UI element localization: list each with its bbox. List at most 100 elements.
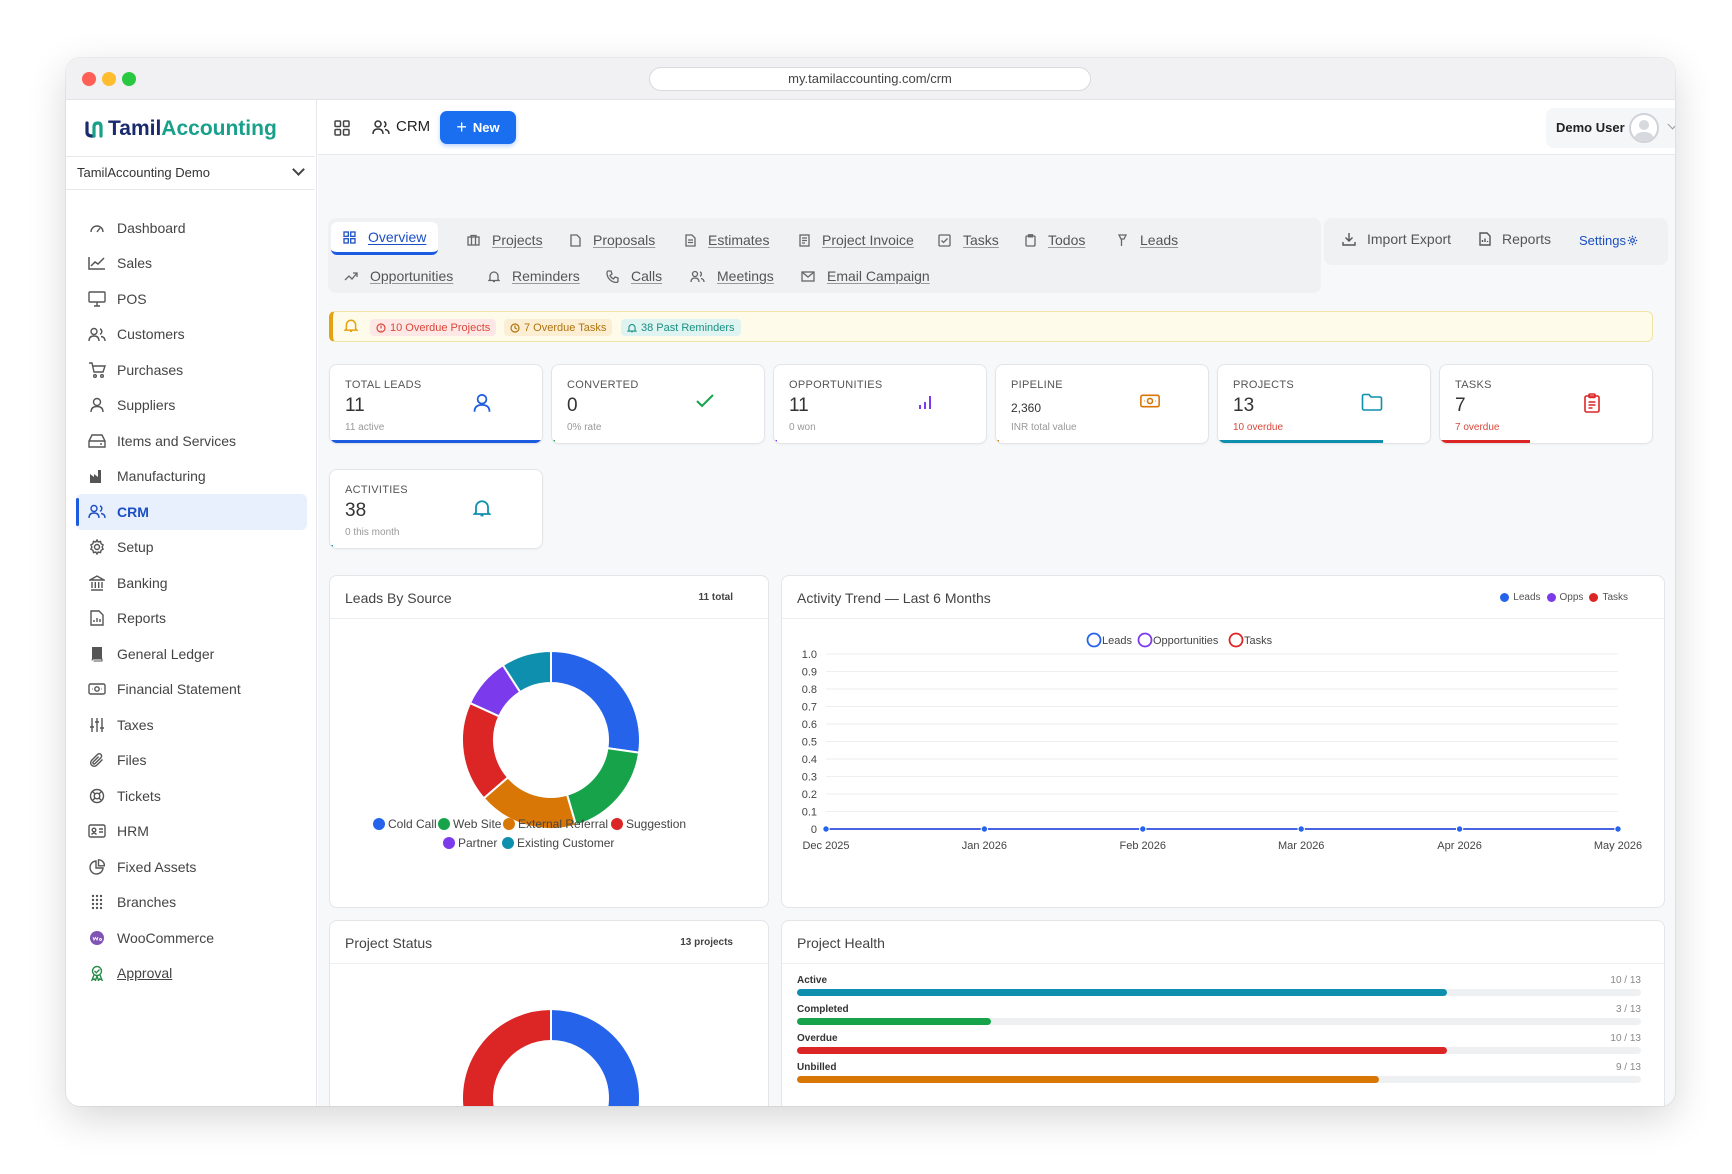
gear-icon [88,538,106,556]
report-icon [88,609,106,627]
stat-value: 11 [345,395,365,417]
sidebar-item-general-ledger[interactable]: General Ledger [76,636,307,672]
legend-item[interactable]: Suggestion [611,817,686,831]
legend-item[interactable]: External Referral [503,817,608,831]
legend-item[interactable]: Partner [443,836,497,850]
clock-icon [510,323,520,333]
sidebar-item-sales[interactable]: Sales [76,246,307,282]
tab-label: Opportunities [370,268,453,284]
sidebar-item-crm[interactable]: CRM [76,494,307,530]
x-tick-label: Feb 2026 [1120,840,1166,852]
chevron-down-icon [1668,120,1675,130]
stat-label: PIPELINE [1011,379,1063,391]
settings-button[interactable]: Settings [1579,233,1638,248]
tab-label: Tasks [963,232,999,248]
sidebar-item-suppliers[interactable]: Suppliers [76,388,307,424]
company-select[interactable]: TamilAccounting Demo [66,156,315,190]
minimize-window-button[interactable] [102,72,116,86]
close-window-button[interactable] [82,72,96,86]
new-button[interactable]: + New [440,111,516,144]
user-menu[interactable]: Demo User [1546,108,1675,148]
sidebar-item-setup[interactable]: Setup [76,530,307,566]
stat-value: 2,360 [1011,401,1041,415]
project-status-slice[interactable] [462,1009,551,1106]
sidebar-item-taxes[interactable]: Taxes [76,707,307,743]
sidebar-item-items-and-services[interactable]: Items and Services [76,423,307,459]
sidebar-item-woocommerce[interactable]: WooCommerce [76,920,307,956]
stat-card-tasks[interactable]: TASKS 7 7 overdue [1439,364,1653,444]
overdue-projects-text: 10 Overdue Projects [390,322,490,334]
address-bar[interactable]: my.tamilaccounting.com/crm [649,67,1091,91]
stat-card-converted[interactable]: CONVERTED 0 0% rate [551,364,765,444]
project-status-slice[interactable] [551,1009,640,1106]
tab-tasks[interactable]: Tasks [938,226,999,254]
legend-label[interactable]: Tasks [1244,635,1273,647]
funnel-icon [1117,234,1128,247]
reports-button[interactable]: Reports [1479,231,1551,247]
overdue-tasks-chip[interactable]: 7 Overdue Tasks [504,319,612,336]
brand-name-part1: Tamil [108,117,161,141]
sidebar-item-branches[interactable]: Branches [76,885,307,921]
sidebar-item-purchases[interactable]: Purchases [76,352,307,388]
stat-card-activities[interactable]: ACTIVITIES 38 0 this month [329,469,543,549]
sidebar-item-fixed-assets[interactable]: Fixed Assets [76,849,307,885]
tab-proposals[interactable]: Proposals [570,226,655,254]
health-label: Unbilled [797,1062,836,1073]
stat-card-pipeline[interactable]: PIPELINE 2,360 INR total value [995,364,1209,444]
import-export-label: Import Export [1367,231,1451,247]
tab-todos[interactable]: Todos [1025,226,1085,254]
panel-title: Project Status [345,935,432,951]
series-point-leads[interactable] [1298,826,1304,832]
overdue-projects-chip[interactable]: 10 Overdue Projects [370,319,496,336]
sidebar-item-dashboard[interactable]: Dashboard [76,210,307,246]
tab-overview[interactable]: Overview [331,222,438,255]
import-export-button[interactable]: Import Export [1342,231,1451,247]
series-point-leads[interactable] [981,826,987,832]
legend-label[interactable]: Leads [1102,635,1132,647]
y-tick-label: 0.5 [802,737,817,749]
sidebar-item-hrm[interactable]: HRM [76,814,307,850]
legend-item[interactable]: Existing Customer [502,836,614,850]
maximize-window-button[interactable] [122,72,136,86]
stat-card-total-leads[interactable]: TOTAL LEADS 11 11 active [329,364,543,444]
sidebar-item-approval[interactable]: Approval [76,956,307,992]
tab-leads[interactable]: Leads [1117,226,1178,254]
tab-opportunities[interactable]: Opportunities [344,262,453,290]
past-reminders-chip[interactable]: 38 Past Reminders [621,319,741,336]
series-point-leads[interactable] [823,826,829,832]
tab-project-invoice[interactable]: Project Invoice [799,226,914,254]
tab-meetings[interactable]: Meetings [690,262,774,290]
leads-source-slice[interactable] [567,748,639,825]
series-point-leads[interactable] [1140,826,1146,832]
tab-projects[interactable]: Projects [467,226,543,254]
brand-logo[interactable]: Tamil Accounting [84,114,277,144]
sidebar-item-financial-statement[interactable]: Financial Statement [76,672,307,708]
tab-estimates[interactable]: Estimates [685,226,769,254]
tab-email-campaign[interactable]: Email Campaign [801,262,930,290]
legend-item[interactable]: Web Site [438,817,501,831]
legend-swatch [1230,634,1243,647]
sidebar-item-label: Banking [117,575,168,591]
sidebar-item-reports[interactable]: Reports [76,601,307,637]
sidebar-item-pos[interactable]: POS [76,281,307,317]
sidebar-item-banking[interactable]: Banking [76,565,307,601]
sidebar-item-customers[interactable]: Customers [76,317,307,353]
stat-card-projects[interactable]: PROJECTS 13 10 overdue [1217,364,1431,444]
sidebar-item-files[interactable]: Files [76,743,307,779]
bank-icon [88,574,106,592]
stat-card-opportunities[interactable]: OPPORTUNITIES 11 0 won [773,364,987,444]
sidebar-item-manufacturing[interactable]: Manufacturing [76,459,307,495]
leads-source-slice[interactable] [462,703,508,798]
stat-value: 7 [1455,395,1466,417]
legend-item[interactable]: Cold Call [373,817,437,831]
y-tick-label: 0.1 [802,807,817,819]
user-icon [88,396,106,414]
tab-calls[interactable]: Calls [606,262,662,290]
sidebar-item-tickets[interactable]: Tickets [76,778,307,814]
tab-reminders[interactable]: Reminders [488,262,580,290]
legend-label[interactable]: Opportunities [1153,635,1219,647]
series-point-leads[interactable] [1456,826,1462,832]
apps-grid-icon[interactable] [334,120,350,136]
leads-source-slice[interactable] [551,651,640,753]
series-point-leads[interactable] [1615,826,1621,832]
